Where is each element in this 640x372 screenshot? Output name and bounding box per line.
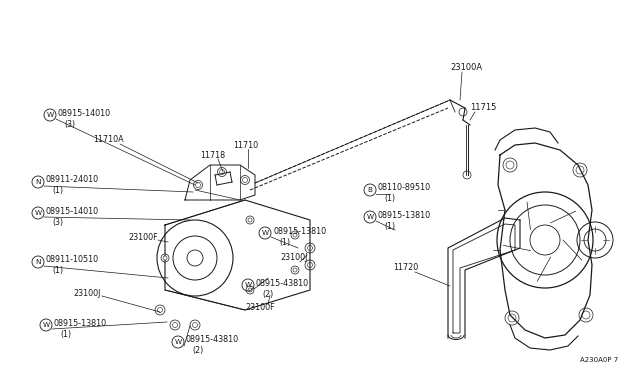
Text: W: W xyxy=(47,112,54,118)
Text: W: W xyxy=(367,214,374,220)
Text: W: W xyxy=(35,210,42,216)
Text: (1): (1) xyxy=(384,221,395,231)
Text: 23100J: 23100J xyxy=(73,289,100,298)
Text: N: N xyxy=(35,179,41,185)
Text: N: N xyxy=(35,259,41,265)
Text: (1): (1) xyxy=(384,195,395,203)
Text: 08911-10510: 08911-10510 xyxy=(46,256,99,264)
Text: (1): (1) xyxy=(52,266,63,276)
Text: B: B xyxy=(367,187,372,193)
Circle shape xyxy=(163,256,167,260)
Text: 08915-13810: 08915-13810 xyxy=(273,227,326,235)
Text: 08911-24010: 08911-24010 xyxy=(46,176,99,185)
Text: (3): (3) xyxy=(52,218,63,227)
Text: 08915-43810: 08915-43810 xyxy=(186,336,239,344)
Text: 08915-13810: 08915-13810 xyxy=(54,318,107,327)
Text: 08915-43810: 08915-43810 xyxy=(256,279,309,288)
Text: W: W xyxy=(175,339,182,345)
Text: 23100A: 23100A xyxy=(450,62,482,71)
Text: 08915-13810: 08915-13810 xyxy=(378,211,431,219)
Text: W: W xyxy=(42,322,49,328)
Text: 23100F: 23100F xyxy=(245,302,275,311)
Circle shape xyxy=(293,268,297,272)
Text: 08110-89510: 08110-89510 xyxy=(378,183,431,192)
Text: 23100F: 23100F xyxy=(128,234,157,243)
Text: (2): (2) xyxy=(262,289,273,298)
Text: 11710: 11710 xyxy=(233,141,258,150)
Circle shape xyxy=(248,288,252,292)
Circle shape xyxy=(248,218,252,222)
Circle shape xyxy=(187,250,203,266)
Text: (2): (2) xyxy=(192,346,204,356)
Text: (1): (1) xyxy=(60,330,71,339)
Circle shape xyxy=(530,225,560,255)
Text: 11718: 11718 xyxy=(200,151,225,160)
Text: 11710A: 11710A xyxy=(93,135,124,144)
Circle shape xyxy=(293,233,297,237)
Text: (3): (3) xyxy=(64,119,75,128)
Text: A230A0P 7: A230A0P 7 xyxy=(580,357,618,363)
Text: (1): (1) xyxy=(279,237,290,247)
Text: W: W xyxy=(244,282,252,288)
Text: (1): (1) xyxy=(52,186,63,196)
Text: 08915-14010: 08915-14010 xyxy=(58,109,111,118)
Text: W: W xyxy=(261,230,269,236)
Text: 11715: 11715 xyxy=(470,103,497,112)
Text: 11720: 11720 xyxy=(393,263,419,273)
Text: 23100J: 23100J xyxy=(280,253,307,263)
Text: 08915-14010: 08915-14010 xyxy=(46,206,99,215)
